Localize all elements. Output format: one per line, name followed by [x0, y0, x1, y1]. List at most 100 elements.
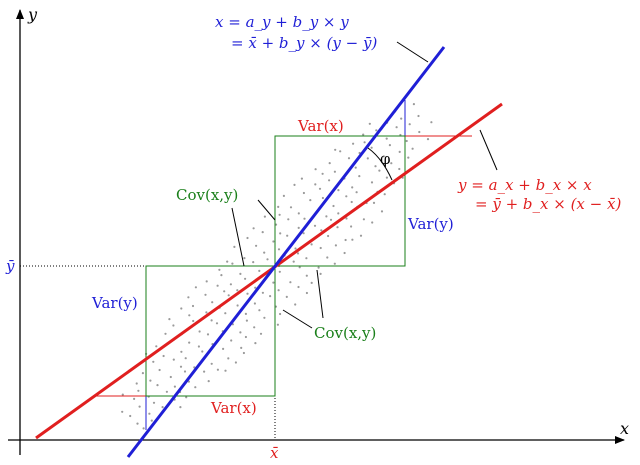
- scatter-point: [287, 218, 290, 221]
- scatter-point: [321, 172, 324, 175]
- scatter-point: [252, 227, 255, 230]
- scatter-point: [155, 345, 158, 348]
- scatter-point: [366, 157, 369, 160]
- scatter-point: [314, 183, 317, 186]
- scatter-point: [321, 196, 324, 200]
- y-axis-label: y: [27, 5, 38, 24]
- scatter-point: [218, 268, 221, 271]
- scatter-point: [136, 422, 139, 425]
- scatter-point: [162, 354, 165, 358]
- scatter-point: [375, 129, 378, 132]
- scatter-point: [352, 142, 355, 145]
- scatter-point: [137, 389, 140, 392]
- var-y-left-label: Var(y): [91, 294, 138, 312]
- formula-y-on-x-line2: = ȳ + b_x × (x − x̄): [475, 195, 621, 213]
- scatter-point: [359, 234, 363, 237]
- scatter-point: [216, 284, 219, 287]
- scatter-point: [318, 187, 322, 190]
- scatter-point: [223, 290, 226, 293]
- scatter-point: [224, 312, 227, 315]
- scatter-point: [383, 193, 386, 196]
- regression-line-y-on-x: [35, 102, 503, 440]
- scatter-point: [345, 195, 348, 198]
- y-mean-label: ȳ: [5, 257, 15, 275]
- scatter-point: [222, 347, 225, 350]
- scatter-point: [194, 286, 197, 289]
- scatter-point: [205, 311, 208, 314]
- scatter-point: [417, 114, 420, 118]
- scatter-point: [263, 215, 266, 218]
- cov-lower-label: Cov(x,y): [314, 324, 376, 342]
- scatter-point: [204, 293, 207, 296]
- scatter-point: [319, 246, 322, 250]
- scatter-point: [332, 204, 335, 208]
- scatter-point: [261, 291, 264, 294]
- scatter-point: [152, 401, 156, 404]
- scatter-point: [138, 405, 141, 408]
- scatter-point: [234, 361, 237, 364]
- scatter-point: [233, 245, 236, 248]
- scatter-point: [297, 285, 300, 289]
- scatter-point: [172, 358, 175, 361]
- scatter-point: [142, 427, 145, 430]
- scatter-point: [278, 213, 281, 216]
- scatter-point: [152, 360, 155, 363]
- scatter-point: [305, 291, 308, 295]
- scatter-point: [388, 144, 391, 147]
- scatter-point: [227, 294, 230, 297]
- scatter-point: [411, 147, 414, 150]
- scatter-point: [226, 260, 229, 263]
- scatter-point: [272, 281, 275, 284]
- scatter-point: [210, 362, 213, 365]
- scatter-point: [207, 380, 210, 383]
- scatter-point: [263, 251, 266, 254]
- scatter-point: [430, 121, 433, 124]
- scatter-point: [405, 139, 408, 143]
- scatter-point: [328, 179, 331, 182]
- scatter-point: [289, 206, 293, 209]
- scatter-point: [317, 266, 320, 269]
- angle-label: φ: [380, 150, 391, 168]
- scatter-point: [252, 261, 255, 264]
- scatter-point: [259, 332, 263, 335]
- scatter-point: [374, 165, 377, 168]
- scatter-point: [297, 226, 300, 229]
- scatter-point: [398, 150, 401, 153]
- scatter-point: [229, 283, 232, 286]
- scatter-point: [368, 122, 371, 125]
- scatter-point: [297, 212, 300, 215]
- scatter-point: [370, 146, 373, 149]
- scatter-point: [302, 232, 305, 235]
- scatter-point: [310, 243, 313, 246]
- scatter-point: [253, 302, 256, 305]
- scatter-point: [310, 281, 313, 284]
- scatter-point: [172, 324, 175, 327]
- scatter-point: [121, 393, 124, 396]
- scatter-point: [380, 210, 384, 213]
- scatter-point: [244, 335, 247, 339]
- scatter-point: [179, 365, 183, 368]
- scatter-point: [329, 218, 333, 221]
- formula-x-on-y-line1: x = a_y + b_y × y: [215, 13, 349, 31]
- var-y-right-label: Var(y): [407, 215, 454, 233]
- scatter-point: [135, 382, 138, 385]
- scatter-point: [161, 406, 164, 409]
- scatter-point: [165, 390, 168, 393]
- scatter-point: [230, 339, 233, 342]
- scatter-point: [345, 217, 348, 220]
- scatter-point: [325, 215, 328, 218]
- scatter-point: [263, 316, 266, 319]
- scatter-point: [286, 234, 289, 237]
- scatter-point: [243, 257, 246, 260]
- scatter-point: [351, 186, 354, 189]
- scatter-point: [326, 256, 329, 259]
- scatter-point: [363, 141, 366, 144]
- scatter-point: [362, 218, 365, 221]
- formula-x-on-y-line2: = x̄ + b_y × (y − ȳ): [231, 34, 377, 52]
- scatter-point: [188, 341, 191, 344]
- scatter-point: [169, 375, 172, 379]
- scatter-point: [395, 126, 398, 129]
- scatter-point: [173, 385, 176, 388]
- scatter-point: [187, 296, 190, 299]
